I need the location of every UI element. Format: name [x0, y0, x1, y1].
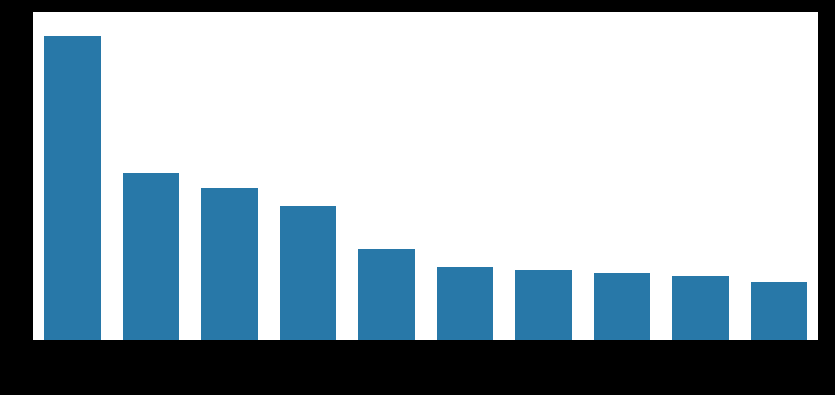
Bar	[358, 248, 415, 340]
Bar	[123, 173, 180, 340]
Bar	[515, 270, 572, 340]
Bar	[672, 276, 729, 340]
Bar	[437, 267, 493, 340]
Bar	[44, 36, 101, 340]
Bar	[751, 282, 807, 340]
Bar	[280, 206, 337, 340]
Bar	[201, 188, 258, 340]
Bar	[594, 273, 650, 340]
